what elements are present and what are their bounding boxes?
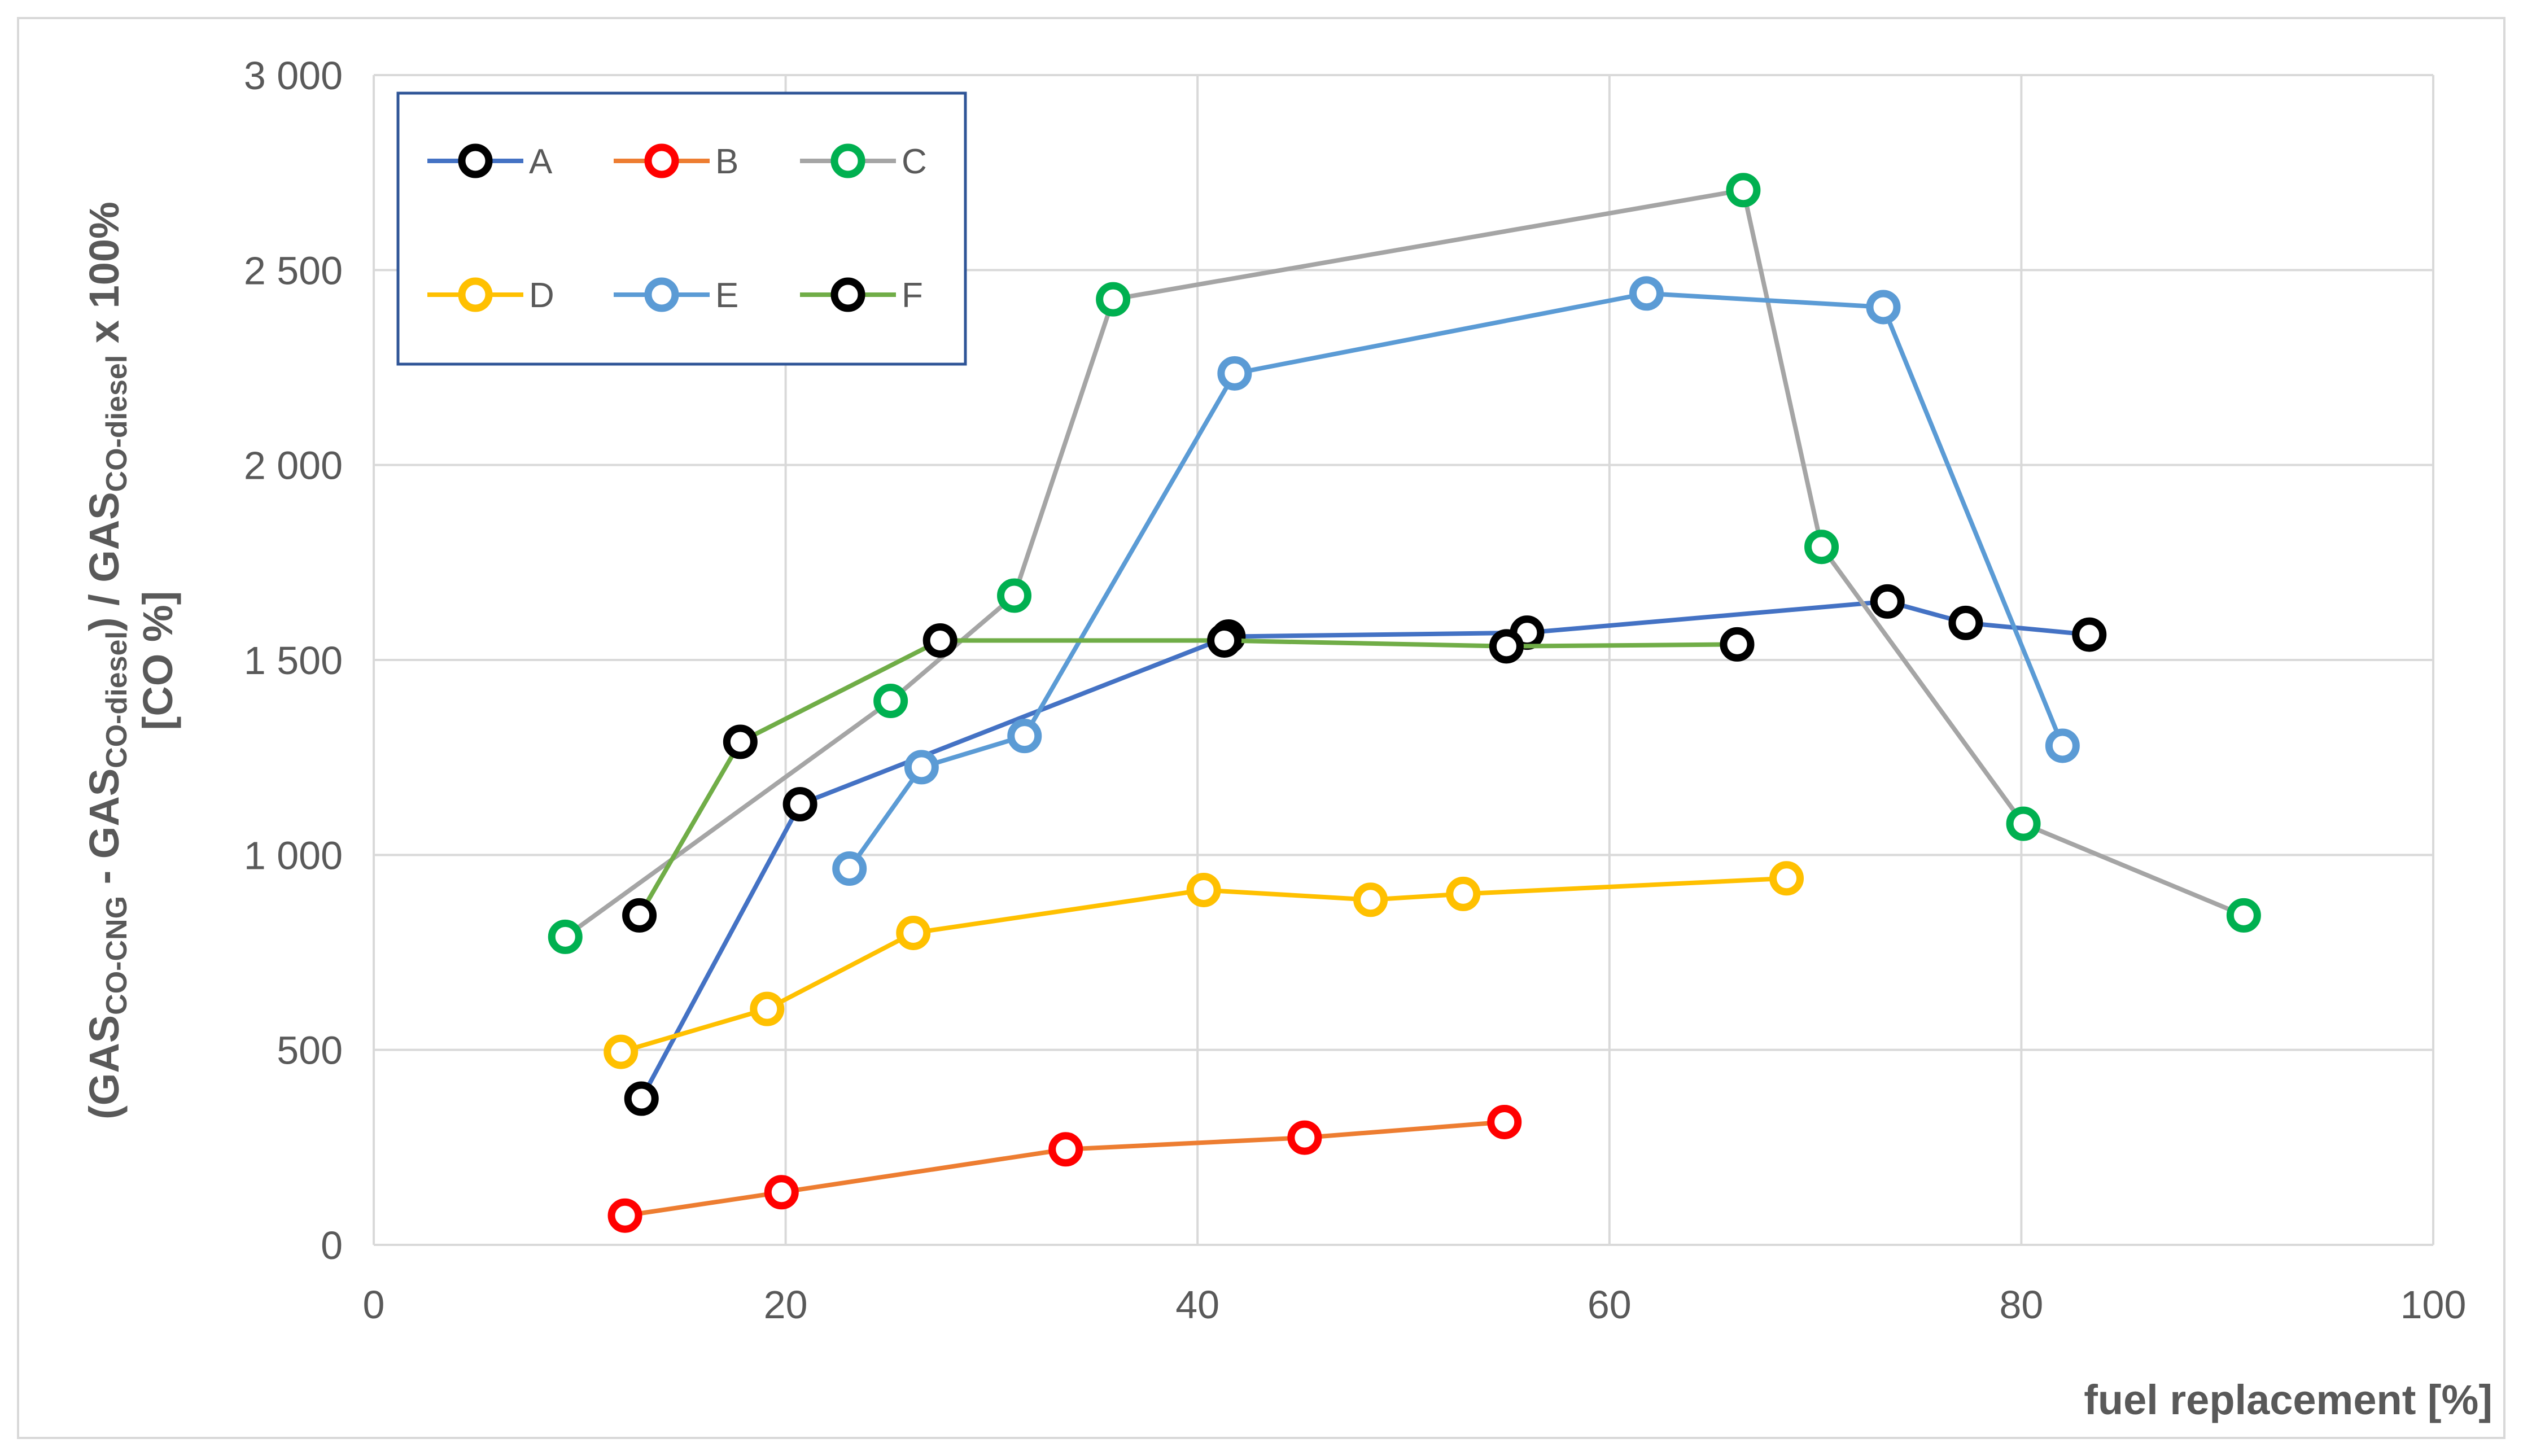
series-E-point [1007, 719, 1042, 754]
legend-entry-E: E [614, 276, 738, 315]
legend-swatch-marker [830, 143, 865, 178]
legend-entry-D: D [427, 276, 554, 315]
axes: 0 500 1 000 1 500 2 000 2 500 3 000 0 20 40 60 80 10… [244, 54, 2467, 1327]
series-E-point [1217, 356, 1252, 391]
series-E-point [1629, 276, 1664, 311]
series-E-line [847, 291, 2065, 870]
x-tick-label: 100 [2400, 1283, 2467, 1327]
series-E-point [1866, 290, 1901, 325]
series-F-point [1207, 623, 1242, 658]
series-C-point [1096, 282, 1131, 317]
series-D [604, 861, 1804, 1069]
x-tick-label: 60 [1588, 1283, 1632, 1327]
x-tick-label: 20 [764, 1283, 808, 1327]
series-B-point [607, 1198, 642, 1233]
legend-label: D [529, 276, 554, 315]
series-B-point [764, 1175, 799, 1210]
legend-label: C [902, 142, 927, 181]
series-F-point [1489, 629, 1524, 664]
x-tick-label: 80 [1999, 1283, 2043, 1327]
series-E-point [832, 851, 867, 886]
series-F-point [622, 898, 657, 933]
series-A-point [1870, 584, 1905, 619]
series-B-point [1487, 1104, 1522, 1139]
y-tick-label: 2 000 [244, 444, 343, 488]
legend-label: E [715, 276, 738, 315]
series-D-point [1446, 876, 1481, 911]
series-C-point [1804, 530, 1839, 565]
y-axis-title-line2: [CO %] [134, 591, 181, 731]
legend-swatch-marker [458, 143, 493, 178]
legend-entry-C: C [800, 142, 927, 181]
series-F-point [723, 724, 758, 759]
x-tick-label: 0 [363, 1283, 385, 1327]
series-A-point [2072, 617, 2107, 652]
series-A-point [624, 1081, 659, 1116]
series-B-point [1048, 1132, 1083, 1167]
series-F-line [637, 638, 1738, 917]
x-axis-title: fuel replacement [%] [2084, 1376, 2493, 1423]
series-C-point [548, 919, 583, 954]
series-C [548, 173, 2261, 954]
series-A-line [639, 599, 2090, 1100]
legend-label: B [715, 142, 738, 181]
series-C-point [1726, 173, 1761, 208]
series-C-line [563, 187, 2245, 939]
y-tick-label: 1 500 [244, 639, 343, 683]
series-F [622, 623, 1755, 933]
series-D-point [750, 991, 785, 1026]
y-tick-label: 500 [277, 1029, 343, 1073]
y-tick-label: 2 500 [244, 248, 343, 292]
series-D-point [1353, 882, 1388, 917]
series-B [607, 1104, 1522, 1233]
y-tick-label: 3 000 [244, 54, 343, 98]
series-layer [548, 173, 2261, 1233]
legend-swatch-marker [644, 277, 679, 312]
series-A-point [1948, 605, 1983, 640]
series-B-point [1287, 1120, 1322, 1155]
series-E [832, 276, 2080, 886]
series-F-point [1720, 627, 1755, 662]
y-tick-label: 1 000 [244, 833, 343, 877]
legend: A B C D E F [396, 91, 967, 366]
series-A [624, 584, 2107, 1116]
legend-entry-B: B [614, 142, 738, 181]
legend-swatch-marker [830, 277, 865, 312]
series-D-point [1186, 872, 1221, 907]
y-axis-title-line1: (GASCO-CNG - GASCO-diesel) / GASCO-diese… [81, 202, 133, 1120]
legend-entry-F: F [800, 276, 923, 315]
series-C-point [2226, 898, 2261, 933]
series-D-point [604, 1034, 639, 1069]
legend-swatch-marker [644, 143, 679, 178]
legend-entry-A: A [427, 142, 553, 181]
x-tick-label: 40 [1175, 1283, 1219, 1327]
legend-swatch-marker [458, 277, 493, 312]
series-C-point [2006, 806, 2041, 841]
series-A-point [782, 787, 817, 822]
series-D-point [1769, 861, 1804, 896]
legend-label: A [529, 142, 553, 181]
series-F-point [922, 623, 957, 658]
series-E-point [2045, 728, 2080, 763]
y-axis-title: (GASCO-CNG - GASCO-diesel) / GASCO-diese… [81, 202, 181, 1120]
series-C-point [997, 578, 1032, 613]
series-D-point [896, 915, 931, 950]
y-tick-label: 0 [321, 1223, 343, 1267]
series-E-point [904, 750, 939, 785]
series-C-point [873, 684, 908, 719]
legend-label: F [902, 276, 923, 315]
legend-box [396, 91, 967, 366]
